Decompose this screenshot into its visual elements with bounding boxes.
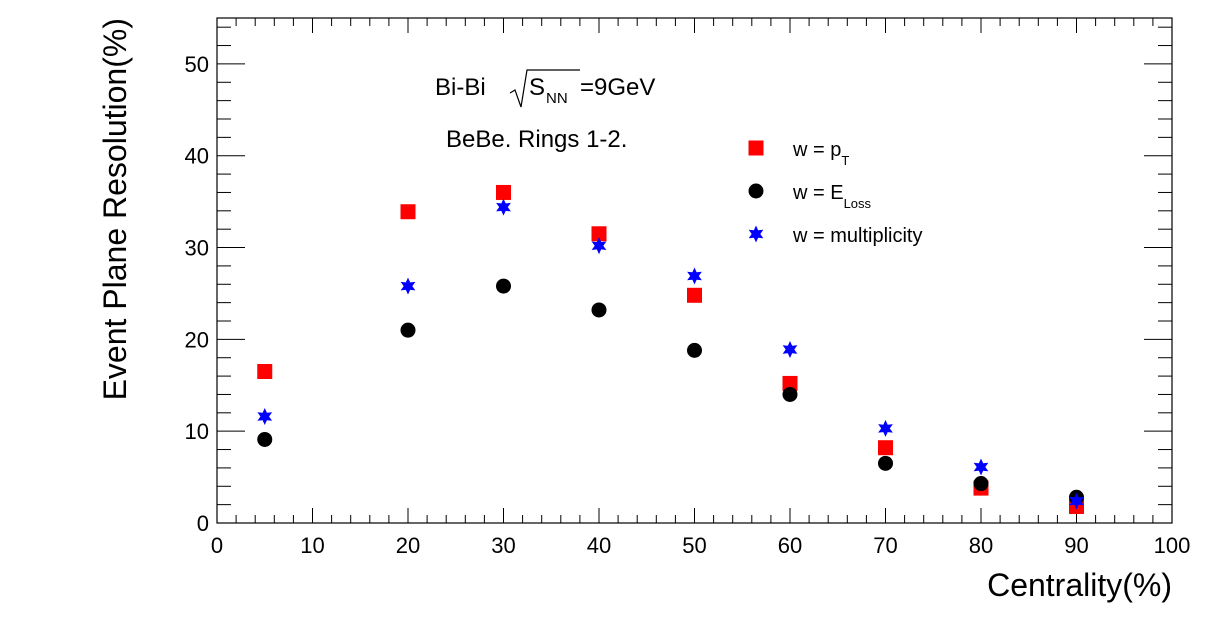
annotation-sqrt-s: S bbox=[529, 74, 545, 101]
data-point bbox=[973, 458, 989, 476]
y-tick-label: 0 bbox=[197, 511, 209, 536]
annotation-energy: Bi-Bi S NN =9GeV bbox=[435, 69, 655, 108]
series-star bbox=[257, 198, 1084, 510]
annotation-system: Bi-Bi bbox=[435, 74, 486, 101]
y-tick-label: 40 bbox=[185, 144, 209, 169]
legend-label: w = multiplicity bbox=[792, 225, 922, 247]
data-point bbox=[591, 226, 607, 242]
annotation-energy-value: =9GeV bbox=[580, 74, 655, 101]
x-tick-label: 50 bbox=[682, 533, 706, 558]
data-point bbox=[496, 278, 511, 294]
x-tick-label: 90 bbox=[1064, 533, 1088, 558]
legend: w = pT w = ELoss w = multiplicity bbox=[748, 139, 922, 247]
x-tick-label: 70 bbox=[873, 533, 897, 558]
legend-label: w = pT bbox=[792, 139, 849, 168]
annotation-sqrt-s-sub: NN bbox=[546, 90, 568, 107]
data-point bbox=[687, 287, 702, 303]
x-tick-label: 40 bbox=[587, 533, 611, 558]
data-point bbox=[257, 407, 273, 425]
data-point bbox=[782, 386, 798, 402]
series-circle bbox=[257, 278, 1084, 505]
legend-label-subscript: Loss bbox=[844, 196, 872, 211]
data-point bbox=[878, 455, 893, 471]
legend-label-subscript: T bbox=[841, 153, 849, 168]
data-point bbox=[591, 237, 607, 255]
data-point bbox=[496, 184, 511, 200]
x-axis-label: Centrality(%) bbox=[987, 567, 1172, 603]
data-point bbox=[400, 204, 416, 220]
data-point bbox=[782, 340, 798, 358]
data-point bbox=[1069, 492, 1084, 510]
data-point bbox=[878, 440, 893, 456]
data-point bbox=[878, 419, 893, 437]
data-point bbox=[400, 322, 416, 338]
y-tick-label: 30 bbox=[185, 236, 209, 261]
x-tick-label: 30 bbox=[491, 533, 515, 558]
data-point bbox=[687, 267, 702, 285]
data-point bbox=[257, 431, 273, 447]
data-point bbox=[496, 198, 511, 216]
legend-label: w = ELoss bbox=[792, 182, 872, 211]
data-point bbox=[400, 277, 416, 295]
legend-marker bbox=[748, 140, 764, 156]
data-point bbox=[782, 375, 798, 391]
axes: 0 10 20 30 40 50 60 70 80 90 100 0 10 20 30 40 50 bbox=[185, 17, 1191, 558]
x-tick-label: 20 bbox=[396, 533, 420, 558]
series-square bbox=[257, 184, 1084, 514]
sqrt-symbol bbox=[509, 69, 580, 108]
legend-marker bbox=[748, 225, 764, 243]
plot-area bbox=[257, 184, 1084, 514]
legend-marker bbox=[748, 183, 764, 199]
x-tick-label: 60 bbox=[778, 533, 802, 558]
x-tick-label: 10 bbox=[300, 533, 324, 558]
x-tick-label: 0 bbox=[211, 533, 223, 558]
x-tick-label: 100 bbox=[1154, 533, 1191, 558]
y-tick-label: 20 bbox=[185, 327, 209, 352]
data-point bbox=[687, 342, 702, 358]
data-point bbox=[973, 476, 989, 492]
data-point bbox=[257, 364, 273, 379]
data-point bbox=[591, 302, 607, 318]
annotation-detector: BeBe. Rings 1-2. bbox=[446, 126, 627, 153]
x-tick-label: 80 bbox=[969, 533, 993, 558]
y-axis-label: Event Plane Resolution(%) bbox=[97, 18, 133, 400]
y-tick-label: 50 bbox=[185, 52, 209, 77]
y-tick-label: 10 bbox=[185, 419, 209, 444]
